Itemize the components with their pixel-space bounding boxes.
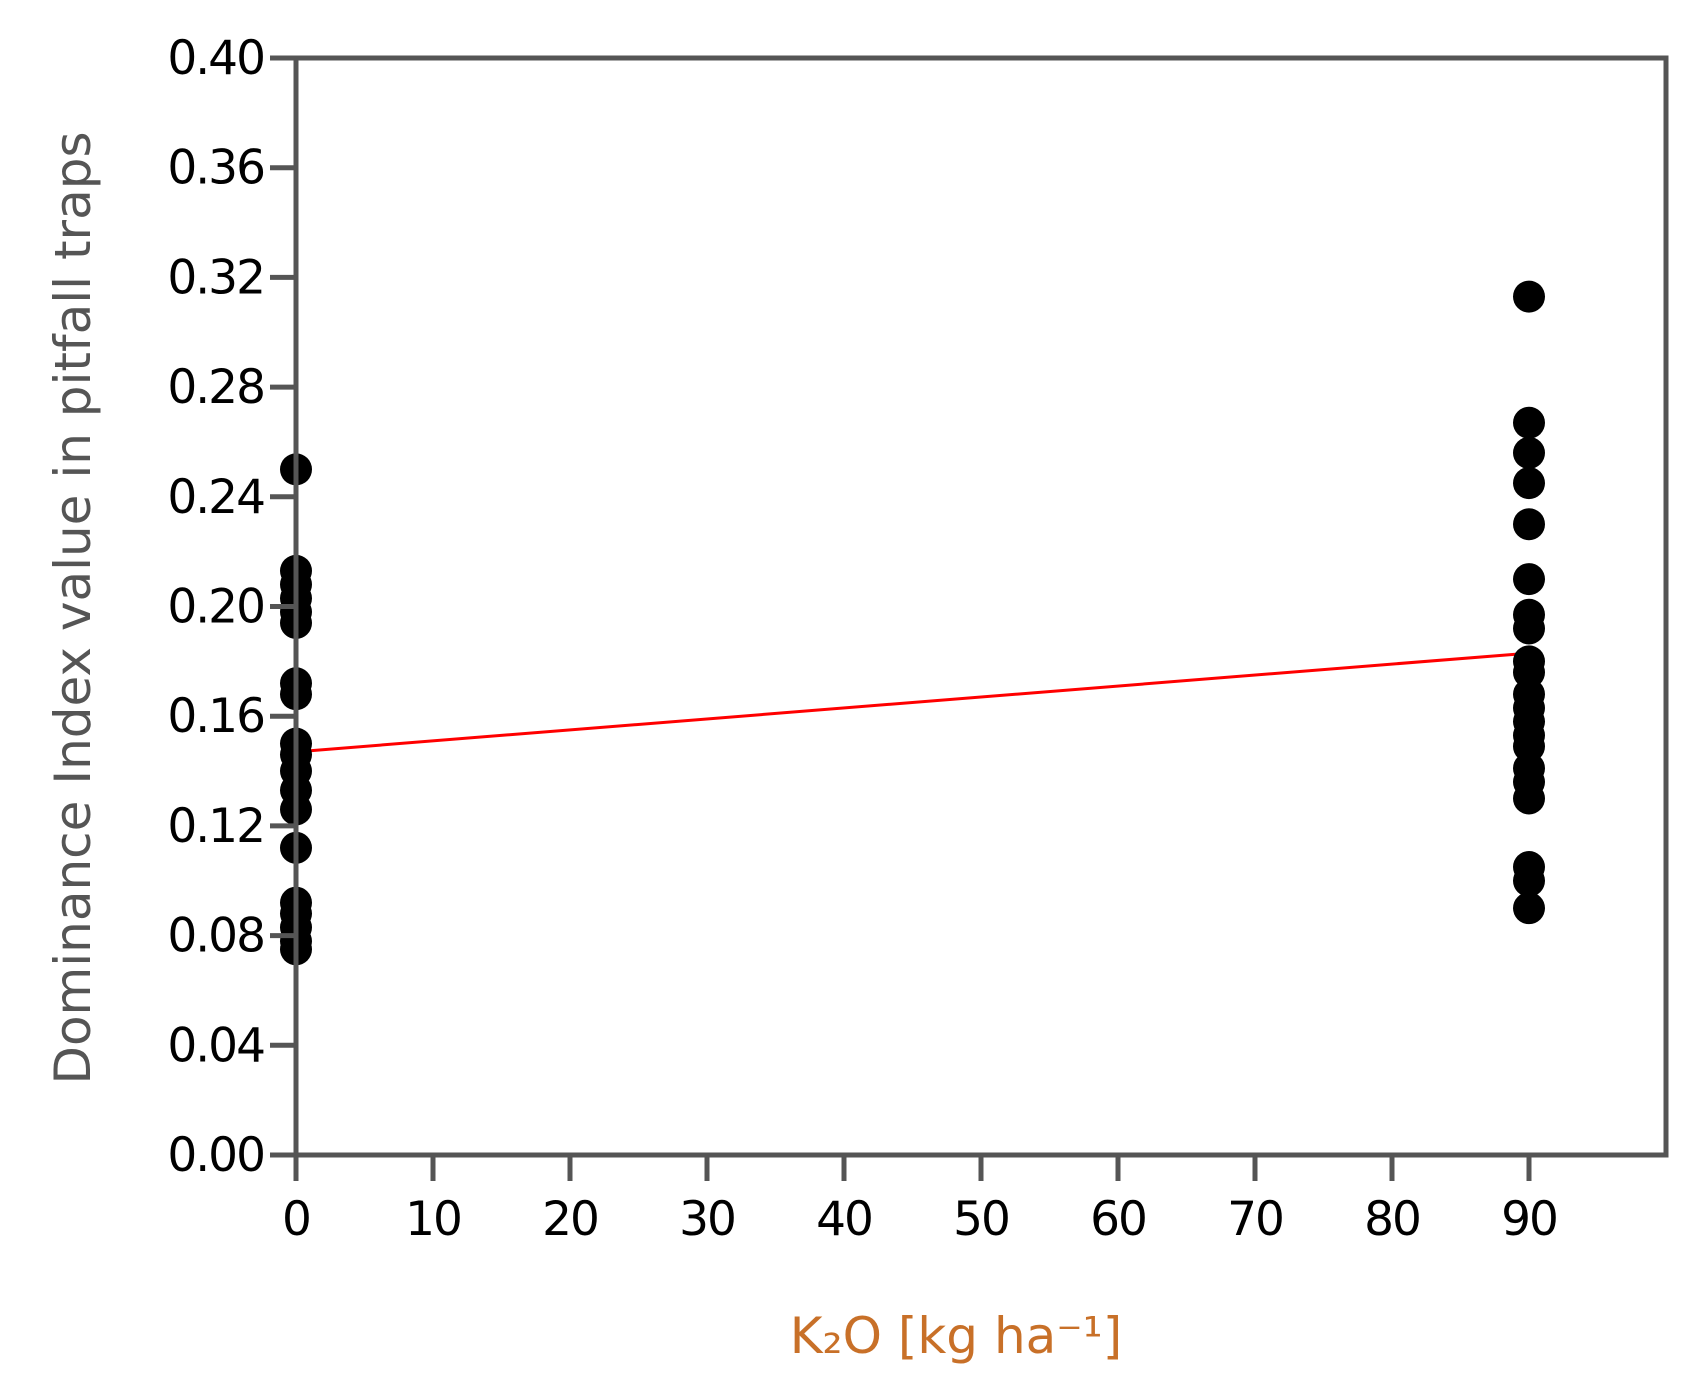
y-tick-label: 0.20 <box>167 580 264 635</box>
data-point <box>1513 656 1545 689</box>
data-point <box>1513 280 1545 313</box>
x-tick-label: 90 <box>1501 1192 1557 1247</box>
data-point <box>1513 508 1545 541</box>
points-layer <box>280 280 1545 966</box>
data-point <box>1513 864 1545 897</box>
data-point <box>1513 406 1545 439</box>
x-ticks: 0 10 20 30 40 50 60 70 80 90 <box>282 1155 1559 1247</box>
x-axis-label: K₂O [kg ha⁻¹] <box>790 1307 1122 1365</box>
plot-frame <box>293 55 1669 1158</box>
y-tick-label: 0.00 <box>167 1128 264 1183</box>
data-point <box>1513 467 1545 500</box>
y-tick-label: 0.12 <box>167 799 264 854</box>
y-tick-label: 0.32 <box>167 250 264 305</box>
y-tick-label: 0.04 <box>167 1018 264 1073</box>
y-tick-label: 0.28 <box>167 360 264 415</box>
data-point <box>1513 563 1545 596</box>
y-tick-label: 0.40 <box>167 31 264 86</box>
y-tick-label: 0.16 <box>167 689 264 744</box>
y-tick-label: 0.08 <box>167 909 264 964</box>
x-tick-label: 10 <box>405 1192 461 1247</box>
x-tick-label: 60 <box>1090 1192 1146 1247</box>
x-tick-label: 30 <box>679 1192 735 1247</box>
data-point <box>1513 612 1545 645</box>
y-tick-label: 0.36 <box>167 141 264 196</box>
data-point <box>1513 782 1545 815</box>
y-tick-label: 0.24 <box>167 470 264 525</box>
data-point <box>1513 436 1545 469</box>
x-tick-label: 70 <box>1227 1192 1283 1247</box>
fit-line-layer <box>295 651 1530 754</box>
x-tick-label: 80 <box>1364 1192 1420 1247</box>
x-tick-label: 0 <box>282 1192 310 1247</box>
y-axis-label: Dominance Index value in pitfall traps <box>44 131 102 1084</box>
regression-line <box>295 651 1530 754</box>
x-tick-label: 40 <box>816 1192 872 1247</box>
y-ticks: 0.00 0.04 0.08 0.12 0.16 0.20 0.24 0.28 0.32 0.36… <box>167 31 296 1183</box>
x-tick-label: 20 <box>542 1192 598 1247</box>
data-point <box>1513 892 1545 925</box>
data-point <box>1513 730 1545 763</box>
x-tick-label: 50 <box>953 1192 1009 1247</box>
